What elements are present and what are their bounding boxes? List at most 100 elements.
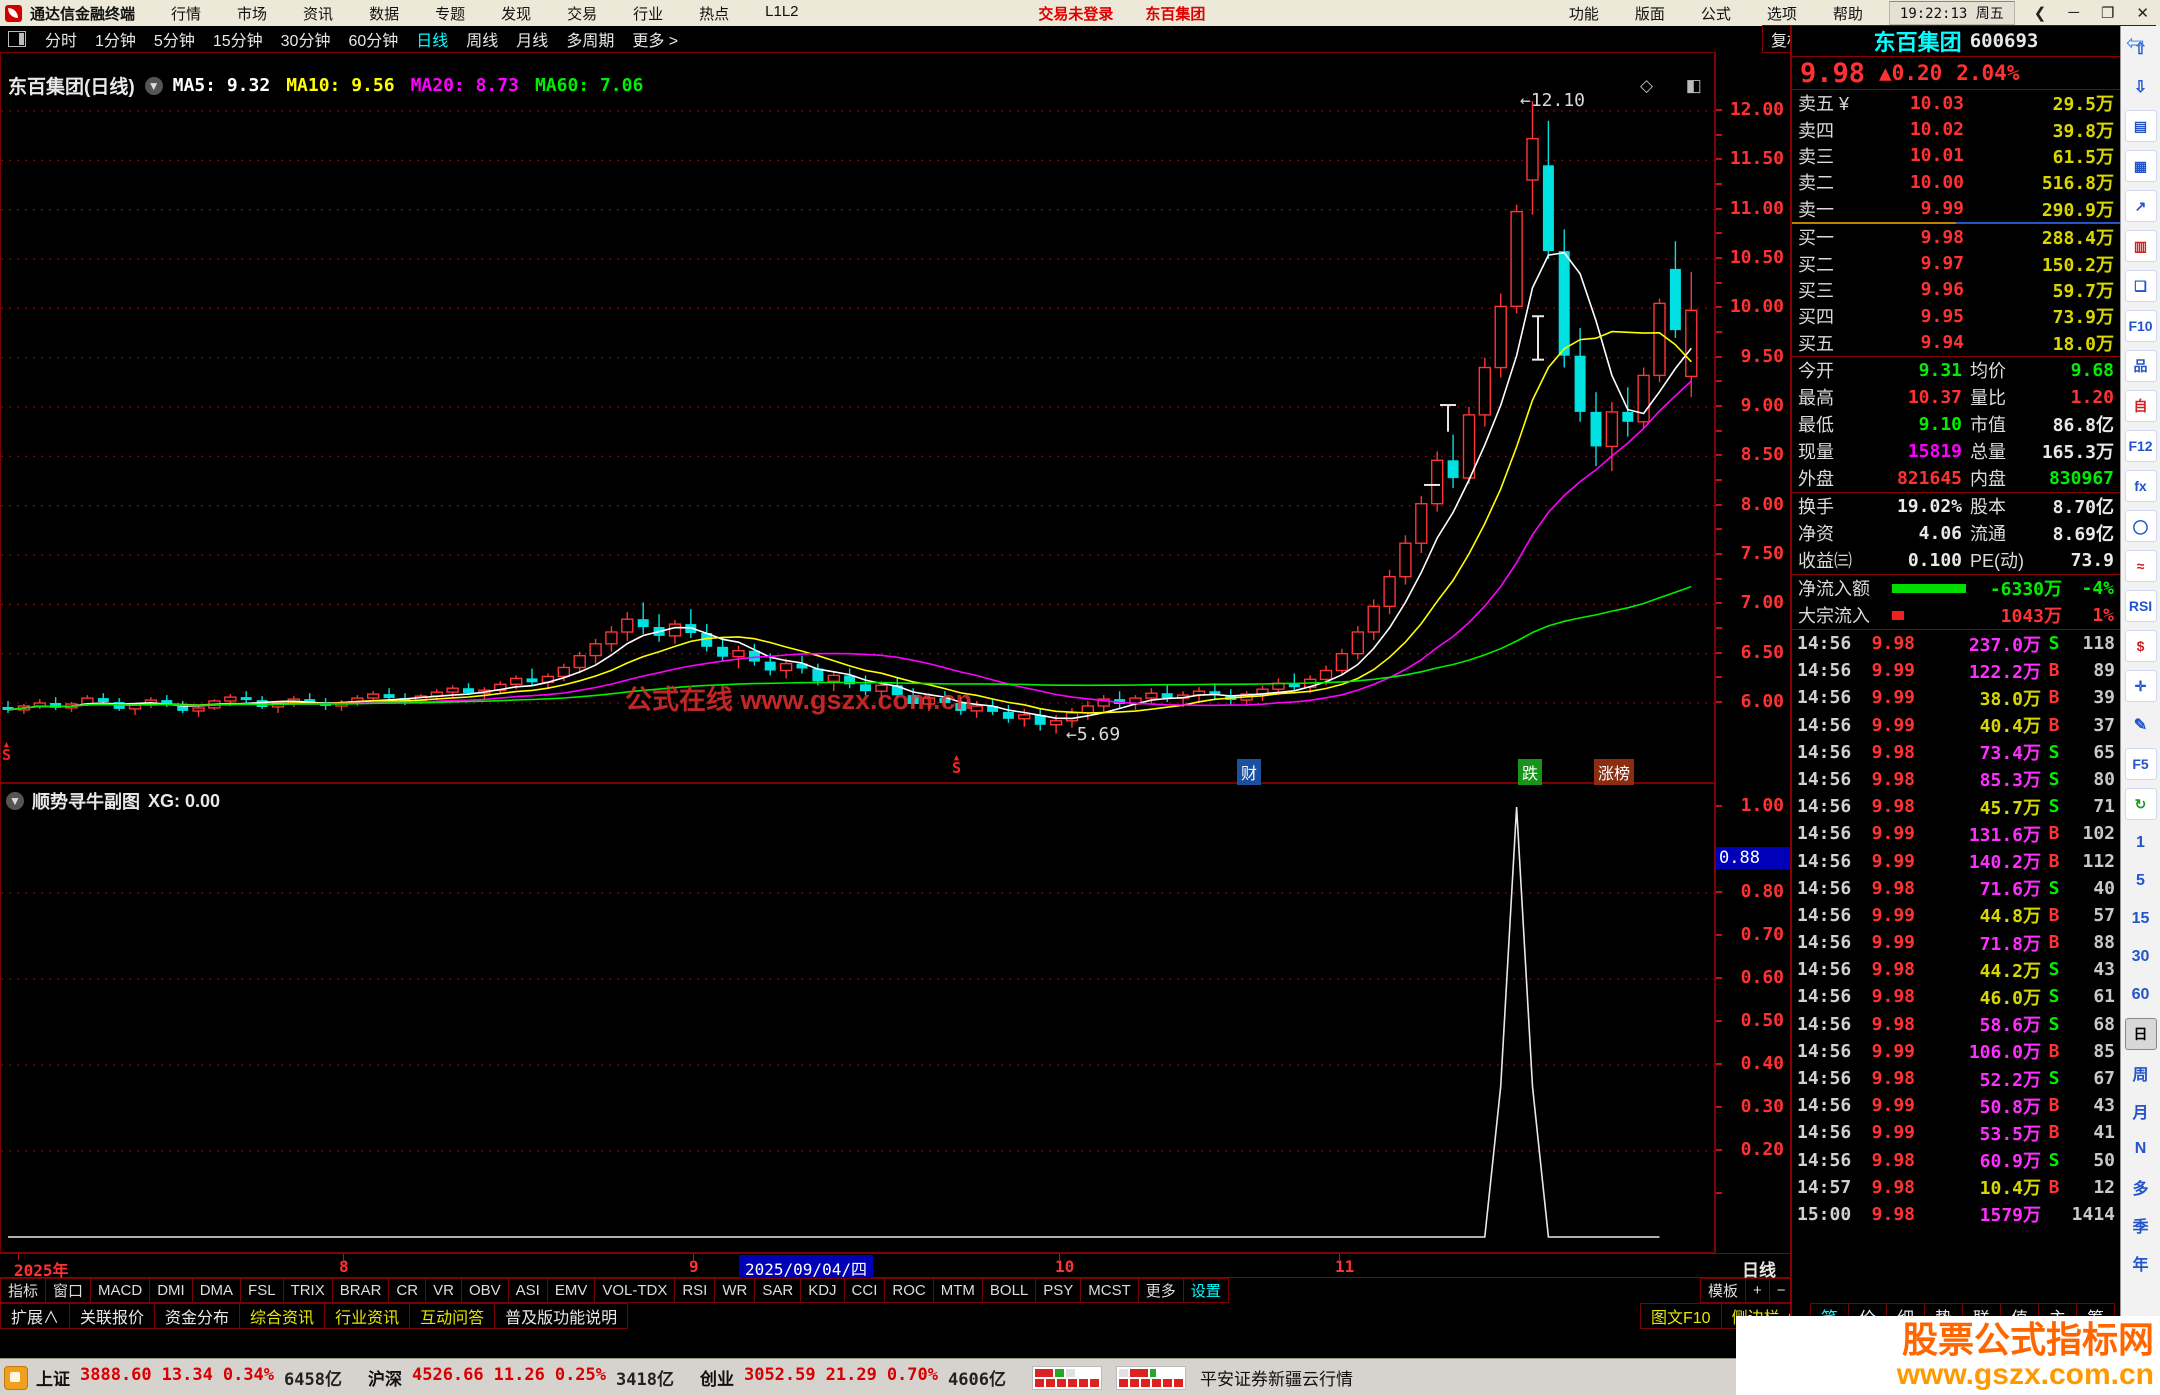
strip-icon-22[interactable]: 15 <box>2131 910 2150 927</box>
right-menu-item-0[interactable]: 功能 <box>1568 5 1599 23</box>
strip-icon-9[interactable]: 自 <box>2124 390 2157 422</box>
minimize-button[interactable]: ─ <box>2068 4 2079 21</box>
tick-row[interactable]: 14:56 9.98 52.2万 S 67 <box>1792 1065 2120 1092</box>
indicator-tab-DMI[interactable]: DMI <box>149 1278 192 1303</box>
indicator-chart[interactable] <box>0 783 1715 1253</box>
indicator-tab-ROC[interactable]: ROC <box>884 1278 933 1303</box>
tick-row[interactable]: 14:56 9.99 106.0万 B 85 <box>1792 1038 2120 1065</box>
menu-item-6[interactable]: 交易 <box>567 5 598 23</box>
layout-toggle-icon[interactable] <box>8 31 26 47</box>
strip-icon-4[interactable]: ↗ <box>2124 190 2157 222</box>
indicator-tab-WR[interactable]: WR <box>714 1278 755 1303</box>
tick-row[interactable]: 14:56 9.98 60.9万 S 50 <box>1792 1146 2120 1173</box>
tick-row[interactable]: 14:56 9.98 85.3万 S 80 <box>1792 766 2120 793</box>
menu-item-5[interactable]: 发现 <box>501 5 532 23</box>
strip-icon-6[interactable]: ❏ <box>2124 270 2157 302</box>
menu-item-4[interactable]: 专题 <box>435 5 466 23</box>
tick-row[interactable]: 14:56 9.98 71.6万 S 40 <box>1792 875 2120 902</box>
indicator-tab-VR[interactable]: VR <box>425 1278 461 1303</box>
indicator-tab-指标[interactable]: 指标 <box>0 1278 46 1303</box>
index-quote-0[interactable]: 上证 3888.60 13.34 0.34% 6458亿 <box>36 1365 342 1390</box>
strip-icon-5[interactable]: ▥ <box>2124 230 2157 262</box>
info-tab-1[interactable]: 关联报价 <box>69 1303 155 1329</box>
strip-icon-10[interactable]: F12 <box>2124 430 2157 462</box>
tick-row[interactable]: 14:56 9.99 50.8万 B 43 <box>1792 1092 2120 1119</box>
tick-list[interactable]: 14:56 9.98 237.0万 S 118 14:56 9.99 122.2万 B 89 14:… <box>1792 630 2120 1228</box>
indicator-tab-EMV[interactable]: EMV <box>546 1278 595 1303</box>
tick-row[interactable]: 14:56 9.99 131.6万 B 102 <box>1792 820 2120 847</box>
indicator-tab-设置[interactable]: 设置 <box>1182 1278 1229 1303</box>
menu-item-2[interactable]: 资讯 <box>303 5 334 23</box>
candlestick-chart[interactable] <box>0 52 1715 783</box>
chevron-down-icon[interactable]: ▼ <box>6 792 24 810</box>
strip-icon-25[interactable]: 日 <box>2124 1018 2157 1050</box>
chart-badge-1[interactable]: 跌 <box>1518 759 1543 785</box>
index-quote-1[interactable]: 沪深 4526.66 11.26 0.25% 3418亿 <box>367 1365 674 1390</box>
connection-icon[interactable] <box>4 1365 28 1390</box>
tick-row[interactable]: 14:56 9.99 53.5万 B 41 <box>1792 1119 2120 1146</box>
strip-icon-15[interactable]: $ <box>2124 630 2157 662</box>
right-menu-item-2[interactable]: 公式 <box>1700 5 1731 23</box>
tick-row[interactable]: 14:56 9.99 71.8万 B 88 <box>1792 929 2120 956</box>
right-menu-item-3[interactable]: 选项 <box>1766 5 1797 23</box>
indicator-tab-BOLL[interactable]: BOLL <box>981 1278 1036 1303</box>
info-tab-6[interactable]: 普及版功能说明 <box>494 1303 629 1329</box>
tick-row[interactable]: 14:56 9.98 73.4万 S 65 <box>1792 739 2120 766</box>
tick-row[interactable]: 14:56 9.98 58.6万 S 68 <box>1792 1011 2120 1038</box>
tick-row[interactable]: 14:57 9.98 10.4万 B 12 <box>1792 1174 2120 1201</box>
period-button-5[interactable]: 60分钟 <box>348 33 399 50</box>
trade-login-status[interactable]: 交易未登录 <box>1038 5 1114 23</box>
strip-icon-28[interactable]: N <box>2134 1140 2147 1157</box>
strip-icon-26[interactable]: 周 <box>2132 1067 2149 1084</box>
back-arrow-icon[interactable]: ⇦ <box>2126 30 2145 55</box>
strip-icon-1[interactable]: ⇩ <box>2133 79 2148 96</box>
strip-icon-7[interactable]: F10 <box>2124 310 2157 342</box>
strip-icon-8[interactable]: 品 <box>2124 350 2157 382</box>
menu-item-0[interactable]: 行情 <box>171 5 202 23</box>
info-tab-3[interactable]: 综合资讯 <box>239 1303 325 1329</box>
indicator-tab-FSL[interactable]: FSL <box>240 1278 283 1303</box>
period-button-6[interactable]: 日线 <box>416 33 449 50</box>
indicator-tab-TRIX[interactable]: TRIX <box>282 1278 332 1303</box>
period-button-9[interactable]: 多周期 <box>566 33 615 50</box>
strip-icon-27[interactable]: 月 <box>2132 1105 2149 1122</box>
tick-row[interactable]: 14:56 9.99 140.2万 B 112 <box>1792 847 2120 874</box>
strip-icon-18[interactable]: F5 <box>2124 748 2157 780</box>
strip-icon-23[interactable]: 30 <box>2131 948 2150 965</box>
period-button-4[interactable]: 30分钟 <box>280 33 331 50</box>
right-menu-item-1[interactable]: 版面 <box>1634 5 1665 23</box>
strip-icon-21[interactable]: 5 <box>2136 872 2145 889</box>
indicator-tab-MCST[interactable]: MCST <box>1080 1278 1138 1303</box>
indicator-tab-ASI[interactable]: ASI <box>507 1278 547 1303</box>
tick-row[interactable]: 14:56 9.99 40.4万 B 37 <box>1792 711 2120 738</box>
strip-icon-16[interactable]: ✛ <box>2124 670 2157 702</box>
tick-row[interactable]: 15:00 9.98 1579万 1414 <box>1792 1201 2120 1228</box>
indicator-tab-窗口[interactable]: 窗口 <box>45 1278 91 1303</box>
zoom-in-button[interactable]: + <box>1745 1278 1769 1303</box>
period-button-1[interactable]: 1分钟 <box>95 33 136 50</box>
index-quote-2[interactable]: 创业 3052.59 21.29 0.70% 4606亿 <box>699 1365 1006 1390</box>
strip-icon-31[interactable]: 年 <box>2132 1257 2149 1274</box>
period-button-2[interactable]: 5分钟 <box>153 33 195 50</box>
strip-icon-11[interactable]: fx <box>2124 470 2157 502</box>
indicator-tab-RSI[interactable]: RSI <box>674 1278 715 1303</box>
strip-icon-0[interactable]: ⇧ <box>2133 41 2148 58</box>
back-button[interactable]: ❮ <box>2033 5 2047 22</box>
restore-button[interactable]: ❐ <box>2100 5 2115 22</box>
right-menu-item-4[interactable]: 帮助 <box>1832 5 1863 23</box>
strip-icon-17[interactable]: ✎ <box>2133 717 2148 734</box>
strip-icon-19[interactable]: ↻ <box>2124 788 2157 820</box>
strip-icon-30[interactable]: 季 <box>2132 1219 2149 1236</box>
menu-item-3[interactable]: 数据 <box>369 5 400 23</box>
tick-row[interactable]: 14:56 9.98 46.0万 S 61 <box>1792 983 2120 1010</box>
indicator-tab-DMA[interactable]: DMA <box>191 1278 241 1303</box>
tick-row[interactable]: 14:56 9.98 237.0万 S 118 <box>1792 630 2120 657</box>
period-button-3[interactable]: 15分钟 <box>212 33 263 50</box>
chart-corner-icons[interactable]: ◇ ◧ <box>1640 76 1716 95</box>
period-button-10[interactable]: 更多 > <box>632 33 679 50</box>
close-button[interactable]: ✕ <box>2136 5 2149 22</box>
indicator-tab-VOL-TDX[interactable]: VOL-TDX <box>594 1278 675 1303</box>
indicator-tab-MACD[interactable]: MACD <box>90 1278 150 1303</box>
chart-badge-0[interactable]: 财 <box>1237 759 1262 785</box>
strip-icon-29[interactable]: 多 <box>2132 1181 2149 1198</box>
